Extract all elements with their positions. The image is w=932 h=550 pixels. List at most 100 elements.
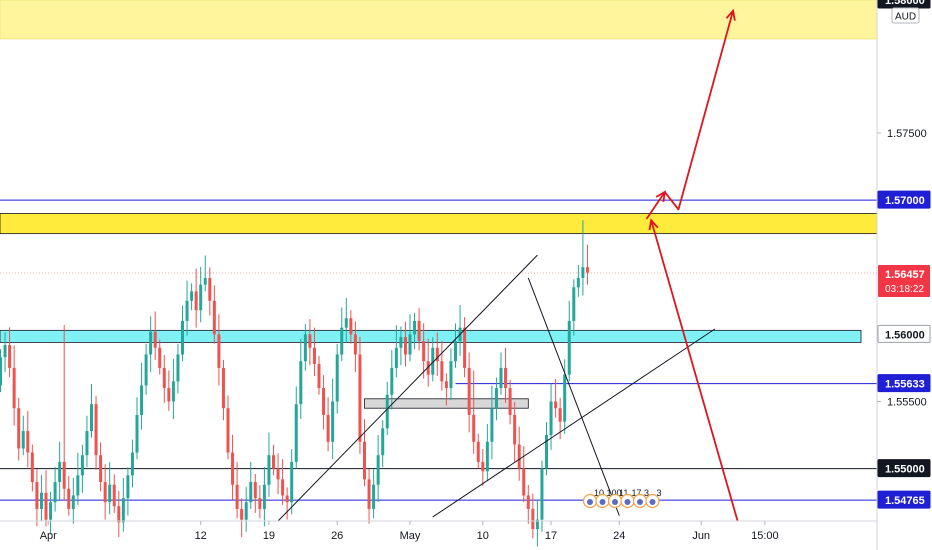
- candle-body[interactable]: [517, 444, 521, 469]
- candle-body[interactable]: [162, 367, 166, 389]
- candle-body[interactable]: [454, 341, 457, 362]
- candle-body[interactable]: [253, 482, 257, 499]
- candle-body[interactable]: [381, 428, 385, 456]
- candle-body[interactable]: [35, 482, 39, 509]
- candle-body[interactable]: [431, 347, 435, 375]
- candle-body[interactable]: [208, 277, 212, 301]
- candle-body[interactable]: [262, 484, 266, 509]
- candle-body[interactable]: [235, 484, 239, 509]
- candle-body[interactable]: [85, 431, 89, 456]
- candle-body[interactable]: [303, 334, 307, 362]
- candle-body[interactable]: [140, 385, 144, 415]
- candle-body[interactable]: [21, 431, 25, 449]
- candle-body[interactable]: [385, 394, 389, 429]
- candle-body[interactable]: [472, 414, 476, 442]
- candle-body[interactable]: [171, 381, 175, 402]
- candle-body[interactable]: [181, 320, 184, 355]
- candle-body[interactable]: [408, 334, 412, 355]
- candle-body[interactable]: [80, 455, 84, 476]
- candle-body[interactable]: [335, 354, 339, 402]
- candle-body[interactable]: [17, 408, 21, 449]
- candle-body[interactable]: [549, 401, 553, 436]
- price-tag[interactable]: [877, 459, 931, 478]
- candle-body[interactable]: [299, 361, 303, 405]
- candle-body[interactable]: [340, 327, 344, 355]
- candle-body[interactable]: [112, 484, 116, 507]
- price-axis[interactable]: 1.57500 1.55500 1.58000 1.57000 1.56000 1.556…: [877, 0, 931, 509]
- candle-body[interactable]: [367, 479, 371, 509]
- candle-body[interactable]: [499, 367, 503, 389]
- candle-body[interactable]: [121, 498, 125, 523]
- candle-body[interactable]: [117, 506, 121, 523]
- price-tag[interactable]: [877, 374, 931, 393]
- candle-body[interactable]: [481, 461, 485, 472]
- candle-body[interactable]: [363, 441, 366, 480]
- candle-body[interactable]: [240, 508, 244, 520]
- candle-body[interactable]: [567, 320, 571, 375]
- candle-body[interactable]: [126, 475, 130, 499]
- candle-body[interactable]: [53, 482, 57, 503]
- candle-body[interactable]: [167, 388, 171, 402]
- projection-path[interactable]: [645, 10, 734, 220]
- candle-body[interactable]: [554, 401, 558, 409]
- candle-body[interactable]: [444, 381, 448, 389]
- candle-body[interactable]: [467, 367, 471, 415]
- candle-body[interactable]: [135, 414, 139, 453]
- candle-body[interactable]: [221, 367, 225, 409]
- trendline[interactable]: [432, 328, 716, 518]
- candle-body[interactable]: [258, 498, 262, 509]
- candle-body[interactable]: [399, 337, 403, 348]
- candle-body[interactable]: [394, 347, 398, 368]
- trendline[interactable]: [527, 277, 620, 516]
- candle-body[interactable]: [0, 357, 2, 386]
- candle-body[interactable]: [158, 347, 162, 368]
- candle-body[interactable]: [576, 277, 580, 288]
- candle-body[interactable]: [463, 327, 467, 368]
- candle-body[interactable]: [449, 361, 453, 389]
- candle-body[interactable]: [244, 502, 248, 520]
- candle-body[interactable]: [535, 519, 539, 530]
- candle-body[interactable]: [390, 367, 394, 395]
- candle-body[interactable]: [194, 291, 198, 311]
- candle-body[interactable]: [212, 300, 216, 335]
- plot-area[interactable]: [0, 0, 878, 547]
- candle-body[interactable]: [176, 354, 180, 382]
- candle-body[interactable]: [417, 320, 421, 342]
- candle-body[interactable]: [513, 414, 517, 445]
- candle-body[interactable]: [90, 404, 93, 432]
- candle-body[interactable]: [504, 367, 508, 389]
- candle-body[interactable]: [426, 361, 430, 375]
- candle-body[interactable]: [294, 404, 298, 462]
- candle-body[interactable]: [58, 461, 62, 483]
- candle-body[interactable]: [130, 452, 134, 476]
- candle-body[interactable]: [372, 484, 376, 509]
- candle-body[interactable]: [94, 404, 98, 456]
- candle-body[interactable]: [267, 455, 271, 485]
- candle-body[interactable]: [281, 479, 285, 496]
- candle-body[interactable]: [403, 337, 407, 355]
- projection-path[interactable]: [650, 219, 739, 522]
- candle-body[interactable]: [349, 318, 353, 335]
- candle-body[interactable]: [476, 441, 480, 462]
- candle-body[interactable]: [272, 455, 275, 469]
- candle-body[interactable]: [422, 341, 426, 362]
- candle-body[interactable]: [62, 461, 66, 489]
- candle-body[interactable]: [376, 455, 380, 485]
- candle-body[interactable]: [581, 267, 585, 278]
- candle-body[interactable]: [485, 441, 489, 472]
- candle-body[interactable]: [39, 492, 43, 509]
- candle-body[interactable]: [99, 455, 103, 483]
- price-zone[interactable]: [0, 0, 878, 40]
- candle-body[interactable]: [353, 334, 357, 355]
- candle-body[interactable]: [44, 492, 48, 520]
- candle-body[interactable]: [276, 468, 280, 480]
- price-tag[interactable]: [877, 190, 931, 209]
- candle-body[interactable]: [522, 468, 526, 496]
- price-tag[interactable]: [877, 324, 931, 343]
- candle-body[interactable]: [558, 408, 562, 422]
- candle-body[interactable]: [440, 361, 444, 382]
- candle-body[interactable]: [26, 431, 30, 453]
- candle-body[interactable]: [76, 475, 80, 496]
